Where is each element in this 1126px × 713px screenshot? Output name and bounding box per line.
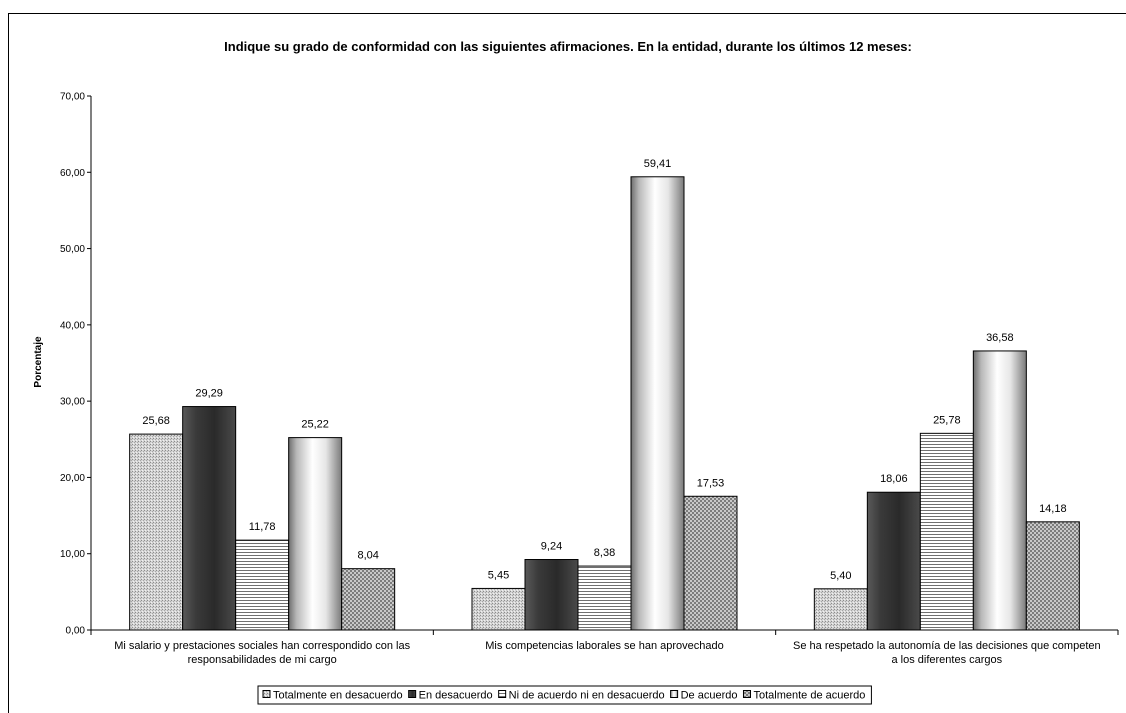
bars [130,177,1080,630]
bar-value-label: 18,06 [880,473,908,485]
bar [130,434,183,630]
y-tick-label: 60,00 [60,168,85,179]
bar-value-label: 17,53 [697,477,725,489]
bar-value-label: 14,18 [1039,503,1067,515]
bar [342,569,395,630]
bar-value-label: 9,24 [541,541,562,553]
legend-entry: De acuerdo [681,690,738,702]
bar-value-label: 25,78 [933,414,961,426]
bar-value-label: 5,45 [488,569,509,581]
y-tick-label: 10,00 [60,549,85,560]
bar [684,496,737,630]
bar [973,351,1026,630]
legend-swatch [263,691,270,698]
legend-swatch [671,691,678,698]
y-axis-title: Porcentaje [33,336,44,388]
bar-value-label: 25,68 [142,415,170,427]
y-tick-label: 40,00 [60,320,85,331]
bar [920,433,973,630]
bar-value-label: 25,22 [301,419,329,431]
y-tick-label: 0,00 [66,626,86,637]
bar [867,492,920,630]
y-tick-label: 30,00 [60,397,85,408]
bar-value-label: 29,29 [195,388,223,400]
bar-value-label: 8,38 [594,547,615,559]
bar [525,560,578,630]
bar-value-label: 36,58 [986,332,1014,344]
bar [814,589,867,630]
legend-entry: Totalmente de acuerdo [753,690,865,702]
legend-swatch [409,691,416,698]
legend-entry: En desacuerdo [419,690,493,702]
category-label: Se ha respetado la autonomía de las deci… [793,640,1101,666]
bar-value-label: 5,40 [830,570,851,582]
chart-title: Indique su grado de conformidad con las … [224,39,912,54]
bar-value-label: 11,78 [249,521,276,533]
y-tick-label: 50,00 [60,244,85,255]
legend-swatch [743,691,750,698]
category-label: Mi salario y prestaciones sociales han c… [114,640,410,666]
bar [183,407,236,630]
bar [289,438,342,630]
y-tick-label: 70,00 [60,92,85,103]
bar [578,566,631,630]
category-label: Mis competencias laborales se han aprove… [485,640,723,652]
bar [631,177,684,630]
legend-entry: Totalmente en desacuerdo [273,690,403,702]
bar [236,540,289,630]
bar-value-label: 59,41 [644,158,672,170]
legend: Totalmente en desacuerdo En desacuerdo Ni … [258,686,871,704]
category-labels: Mi salario y prestaciones sociales han c… [114,640,1100,666]
bar [1026,522,1079,630]
y-tick-label: 20,00 [60,473,85,484]
bar-value-label: 8,04 [357,550,378,562]
legend-entry: Ni de acuerdo ni en desacuerdo [509,690,665,702]
legend-swatch [499,691,506,698]
bar [472,588,525,630]
